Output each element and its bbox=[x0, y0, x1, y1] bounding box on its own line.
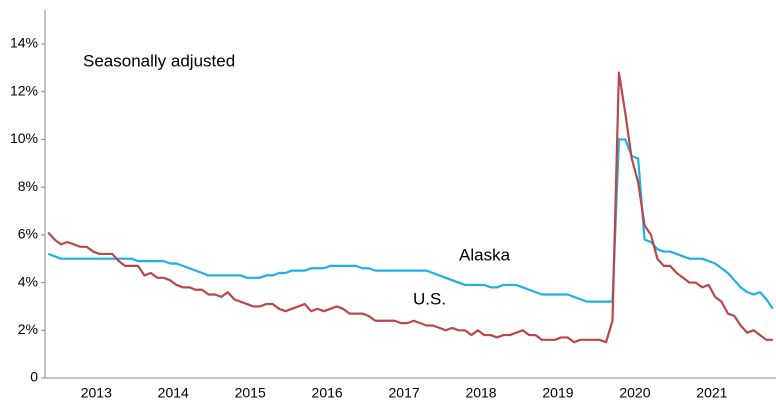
series-line bbox=[47, 138, 774, 310]
x-tick-label: 2019 bbox=[542, 385, 573, 401]
x-tick-label: 2013 bbox=[81, 385, 112, 401]
y-tick-label: 4% bbox=[18, 273, 38, 289]
x-tick-label: 2015 bbox=[235, 385, 266, 401]
y-tick-label: 14% bbox=[10, 35, 38, 51]
annotation: Seasonally adjusted bbox=[83, 51, 235, 70]
series-label: U.S. bbox=[413, 289, 446, 308]
x-tick-label: 2014 bbox=[158, 385, 189, 401]
series-line bbox=[47, 71, 773, 344]
y-tick-label: 6% bbox=[18, 226, 38, 242]
x-tick-label: 2020 bbox=[619, 385, 650, 401]
y-tick-label: 8% bbox=[18, 178, 38, 194]
x-tick-label: 2018 bbox=[465, 385, 496, 401]
x-tick-label: 2021 bbox=[696, 385, 727, 401]
y-tick-label: 0 bbox=[30, 369, 38, 385]
series-label: Alaska bbox=[459, 245, 511, 264]
y-tick-label: 12% bbox=[10, 82, 38, 98]
y-tick-label: 10% bbox=[10, 130, 38, 146]
x-tick-label: 2016 bbox=[312, 385, 343, 401]
y-tick-label: 2% bbox=[18, 321, 38, 337]
x-tick-label: 2017 bbox=[389, 385, 420, 401]
